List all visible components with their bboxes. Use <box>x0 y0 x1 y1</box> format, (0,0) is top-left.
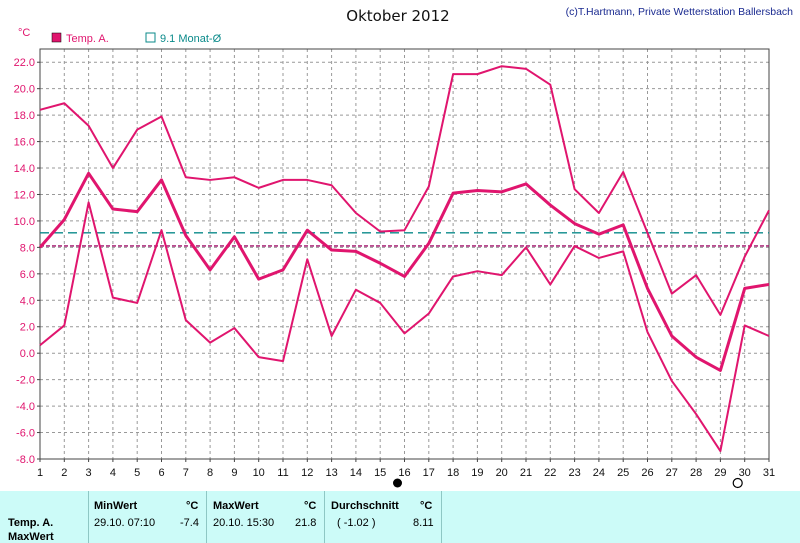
new-moon-icon <box>393 478 402 488</box>
min-value: -7.4 <box>180 517 199 529</box>
x-tick-label: 16 <box>398 467 410 479</box>
row-label-maxwert: MaxWert <box>8 531 54 543</box>
min-unit: °C <box>186 500 199 512</box>
x-tick-label: 22 <box>544 467 556 479</box>
legend-month-avg-label: 9.1 Monat-Ø <box>160 33 222 45</box>
series-line-min <box>39 201 770 453</box>
footer-separator <box>88 491 89 543</box>
x-tick-label: 13 <box>325 467 337 479</box>
max-time: 20.10. 15:30 <box>213 517 275 529</box>
x-tick-label: 8 <box>207 467 213 479</box>
legend-month-avg-swatch <box>145 32 156 43</box>
max-header: MaxWert <box>213 500 259 512</box>
y-tick-label: 22.0 <box>14 57 35 69</box>
x-tick-label: 21 <box>520 467 532 479</box>
chart-grid <box>40 49 769 459</box>
x-tick-label: 12 <box>301 467 313 479</box>
y-tick-label: 20.0 <box>14 84 35 96</box>
x-tick-labels: 1 2 3 4 5 6 7 8 9 10 11 12 13 14 15 16 17 18 19 20 21 22 23 24 2… <box>37 459 775 479</box>
x-tick-label: 15 <box>374 467 386 479</box>
x-tick-label: 2 <box>61 467 67 479</box>
x-tick-label: 26 <box>641 467 653 479</box>
y-tick-label: 8.0 <box>20 242 35 254</box>
y-tick-label: -6.0 <box>16 428 35 440</box>
avg-value: 8.11 <box>413 517 434 529</box>
x-tick-label: 6 <box>158 467 164 479</box>
row-label-temp: Temp. A. <box>8 517 54 529</box>
moon-markers <box>393 477 743 489</box>
y-tick-label: 18.0 <box>14 110 35 122</box>
max-unit: °C <box>304 500 317 512</box>
x-tick-label: 5 <box>134 467 140 479</box>
min-header: MinWert <box>94 500 138 512</box>
x-tick-label: 3 <box>86 467 92 479</box>
full-moon-icon <box>732 477 743 489</box>
x-tick-label: 20 <box>496 467 508 479</box>
legend-temp-swatch <box>51 32 62 43</box>
x-tick-label: 29 <box>714 467 726 479</box>
x-tick-label: 1 <box>37 467 43 479</box>
y-tick-label: 16.0 <box>14 137 35 149</box>
x-tick-label: 9 <box>231 467 237 479</box>
temperature-chart: -8.0 -6.0 -4.0 -2.0 0.0 2.0 4.0 6.0 8.0 10.0 12.0 1… <box>14 6 794 489</box>
y-tick-label: -8.0 <box>16 454 35 466</box>
x-tick-label: 4 <box>110 467 116 479</box>
y-tick-label: 12.0 <box>14 189 35 201</box>
y-tick-label: -4.0 <box>16 401 35 413</box>
min-time: 29.10. 07:10 <box>94 517 156 529</box>
x-tick-label: 30 <box>739 467 751 479</box>
y-tick-label: 10.0 <box>14 216 35 228</box>
avg-unit: °C <box>420 500 433 512</box>
avg-note: ( -1.02 ) <box>337 517 376 529</box>
series-lines <box>38 65 770 453</box>
x-tick-label: 17 <box>423 467 435 479</box>
max-value: 21.8 <box>295 517 317 529</box>
y-tick-label: 6.0 <box>20 269 35 281</box>
y-tick-labels: -8.0 -6.0 -4.0 -2.0 0.0 2.0 4.0 6.0 8.0 10.0 12.0 1… <box>14 57 40 466</box>
y-tick-label: 2.0 <box>20 322 35 334</box>
footer-separator <box>441 491 442 543</box>
x-tick-label: 11 <box>277 467 288 479</box>
avg-header: Durchschnitt <box>331 500 399 512</box>
x-tick-label: 10 <box>253 467 265 479</box>
y-tick-label: 14.0 <box>14 163 35 175</box>
y-tick-label: -2.0 <box>16 375 35 387</box>
legend-temp-label: Temp. A. <box>66 33 109 45</box>
x-tick-label: 28 <box>690 467 702 479</box>
x-tick-label: 7 <box>183 467 189 479</box>
x-tick-label: 19 <box>471 467 483 479</box>
copyright-text: (c)T.Hartmann, Private Wetterstation Bal… <box>566 6 794 18</box>
chart-title: Oktober 2012 <box>346 7 449 25</box>
x-tick-label: 25 <box>617 467 629 479</box>
x-tick-label: 14 <box>350 467 362 479</box>
footer-separator <box>324 491 325 543</box>
unit-label: °C <box>18 27 30 39</box>
x-tick-label: 18 <box>447 467 459 479</box>
y-tick-label: 0.0 <box>20 348 35 360</box>
series-line-max <box>39 65 770 316</box>
legend: Temp. A. 9.1 Monat-Ø <box>51 32 222 45</box>
x-tick-label: 23 <box>568 467 580 479</box>
x-tick-label: 31 <box>763 467 775 479</box>
statistics-footer: Temp. A. MaxWert MinWert °C 29.10. 07:10… <box>0 491 800 543</box>
x-tick-label: 24 <box>593 467 605 479</box>
footer-separator <box>206 491 207 543</box>
series-line-avg <box>38 171 770 372</box>
x-tick-label: 27 <box>666 467 678 479</box>
y-tick-label: 4.0 <box>20 295 35 307</box>
